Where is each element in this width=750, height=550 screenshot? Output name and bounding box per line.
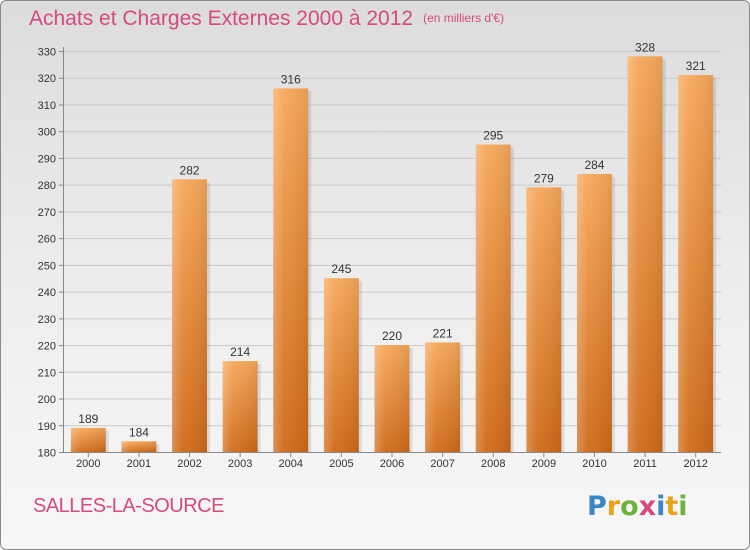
y-tick-label: 320 xyxy=(38,73,56,85)
value-label-2010: 284 xyxy=(584,158,604,172)
chart-title: Achats et Charges Externes 2000 à 2012 (e… xyxy=(29,7,504,31)
x-tick-label-2012: 2012 xyxy=(683,458,707,470)
y-tick-label: 180 xyxy=(38,448,56,460)
x-tick-label-2006: 2006 xyxy=(380,458,404,470)
value-label-2006: 220 xyxy=(382,329,402,343)
y-tick-label: 240 xyxy=(38,287,56,299)
value-label-2008: 295 xyxy=(483,129,503,143)
x-tick-label-2010: 2010 xyxy=(582,458,606,470)
bar-shine xyxy=(222,361,258,452)
logo-letter: x xyxy=(638,491,657,522)
y-tick-label: 250 xyxy=(38,260,56,272)
commune-name: SALLES-LA-SOURCE xyxy=(33,495,224,517)
bar-shine xyxy=(576,173,612,452)
x-tick-label-2011: 2011 xyxy=(633,458,657,470)
bar-shine xyxy=(475,144,511,453)
y-tick-label: 220 xyxy=(38,341,56,353)
bar-shine xyxy=(678,75,714,452)
axis-layer: 180 190 200 210 220 230 240 250 260 270 280 290 300 3… xyxy=(38,47,721,470)
value-label-2003: 214 xyxy=(230,345,250,359)
logo-letter: o xyxy=(620,491,639,522)
bar-shine xyxy=(374,345,410,452)
value-label-2012: 321 xyxy=(686,59,706,73)
bar-shine xyxy=(425,342,461,452)
bar-shine xyxy=(273,88,309,452)
logo-letter: t xyxy=(665,491,679,522)
x-tick-label-2009: 2009 xyxy=(532,458,556,470)
bars-layer xyxy=(70,56,717,453)
value-label-2000: 189 xyxy=(78,412,98,426)
x-tick-label-2004: 2004 xyxy=(279,458,303,470)
chart-title-text: Achats et Charges Externes 2000 à 2012 xyxy=(29,7,414,30)
y-tick-label: 290 xyxy=(38,153,56,165)
value-label-2004: 316 xyxy=(281,72,301,86)
value-label-2007: 221 xyxy=(433,326,453,340)
y-tick-label: 210 xyxy=(38,367,56,379)
bar-shine xyxy=(70,427,106,452)
x-tick-label-2008: 2008 xyxy=(481,458,505,470)
labels-layer: 189 184 282 214 316 245 220 221 295 279 284 328 321 xyxy=(78,40,706,439)
value-label-2005: 245 xyxy=(331,262,351,276)
x-tick-label-2001: 2001 xyxy=(127,458,151,470)
y-tick-label: 190 xyxy=(38,421,56,433)
y-tick-label: 280 xyxy=(38,180,56,192)
bar-shine xyxy=(526,187,562,452)
proxiti-logo[interactable]: Proxiti xyxy=(587,491,688,522)
y-tick-label: 230 xyxy=(38,314,56,326)
logo-letter: i xyxy=(656,491,666,522)
bar-shine xyxy=(121,441,157,452)
y-tick-label: 260 xyxy=(38,234,56,246)
bar-shine xyxy=(323,278,359,452)
y-tick-label: 300 xyxy=(38,127,56,139)
x-tick-label-2003: 2003 xyxy=(228,458,252,470)
y-tick-label: 200 xyxy=(38,394,56,406)
y-tick-label: 310 xyxy=(38,100,56,112)
logo-letter: r xyxy=(606,491,621,522)
y-tick-label: 330 xyxy=(38,47,56,59)
x-tick-label-2000: 2000 xyxy=(76,458,100,470)
value-label-2002: 282 xyxy=(180,163,200,177)
bar-shine xyxy=(627,56,663,452)
x-tick-label-2002: 2002 xyxy=(177,458,201,470)
value-label-2001: 184 xyxy=(129,425,149,439)
chart-subtitle: (en milliers d'€) xyxy=(423,11,505,25)
logo-letter: i xyxy=(678,491,688,522)
y-tick-label: 270 xyxy=(38,207,56,219)
value-label-2009: 279 xyxy=(534,171,554,185)
bar-shine xyxy=(172,179,208,452)
x-tick-label-2005: 2005 xyxy=(329,458,353,470)
logo-letter: P xyxy=(587,491,607,522)
x-tick-label-2007: 2007 xyxy=(430,458,454,470)
value-label-2011: 328 xyxy=(635,40,655,54)
